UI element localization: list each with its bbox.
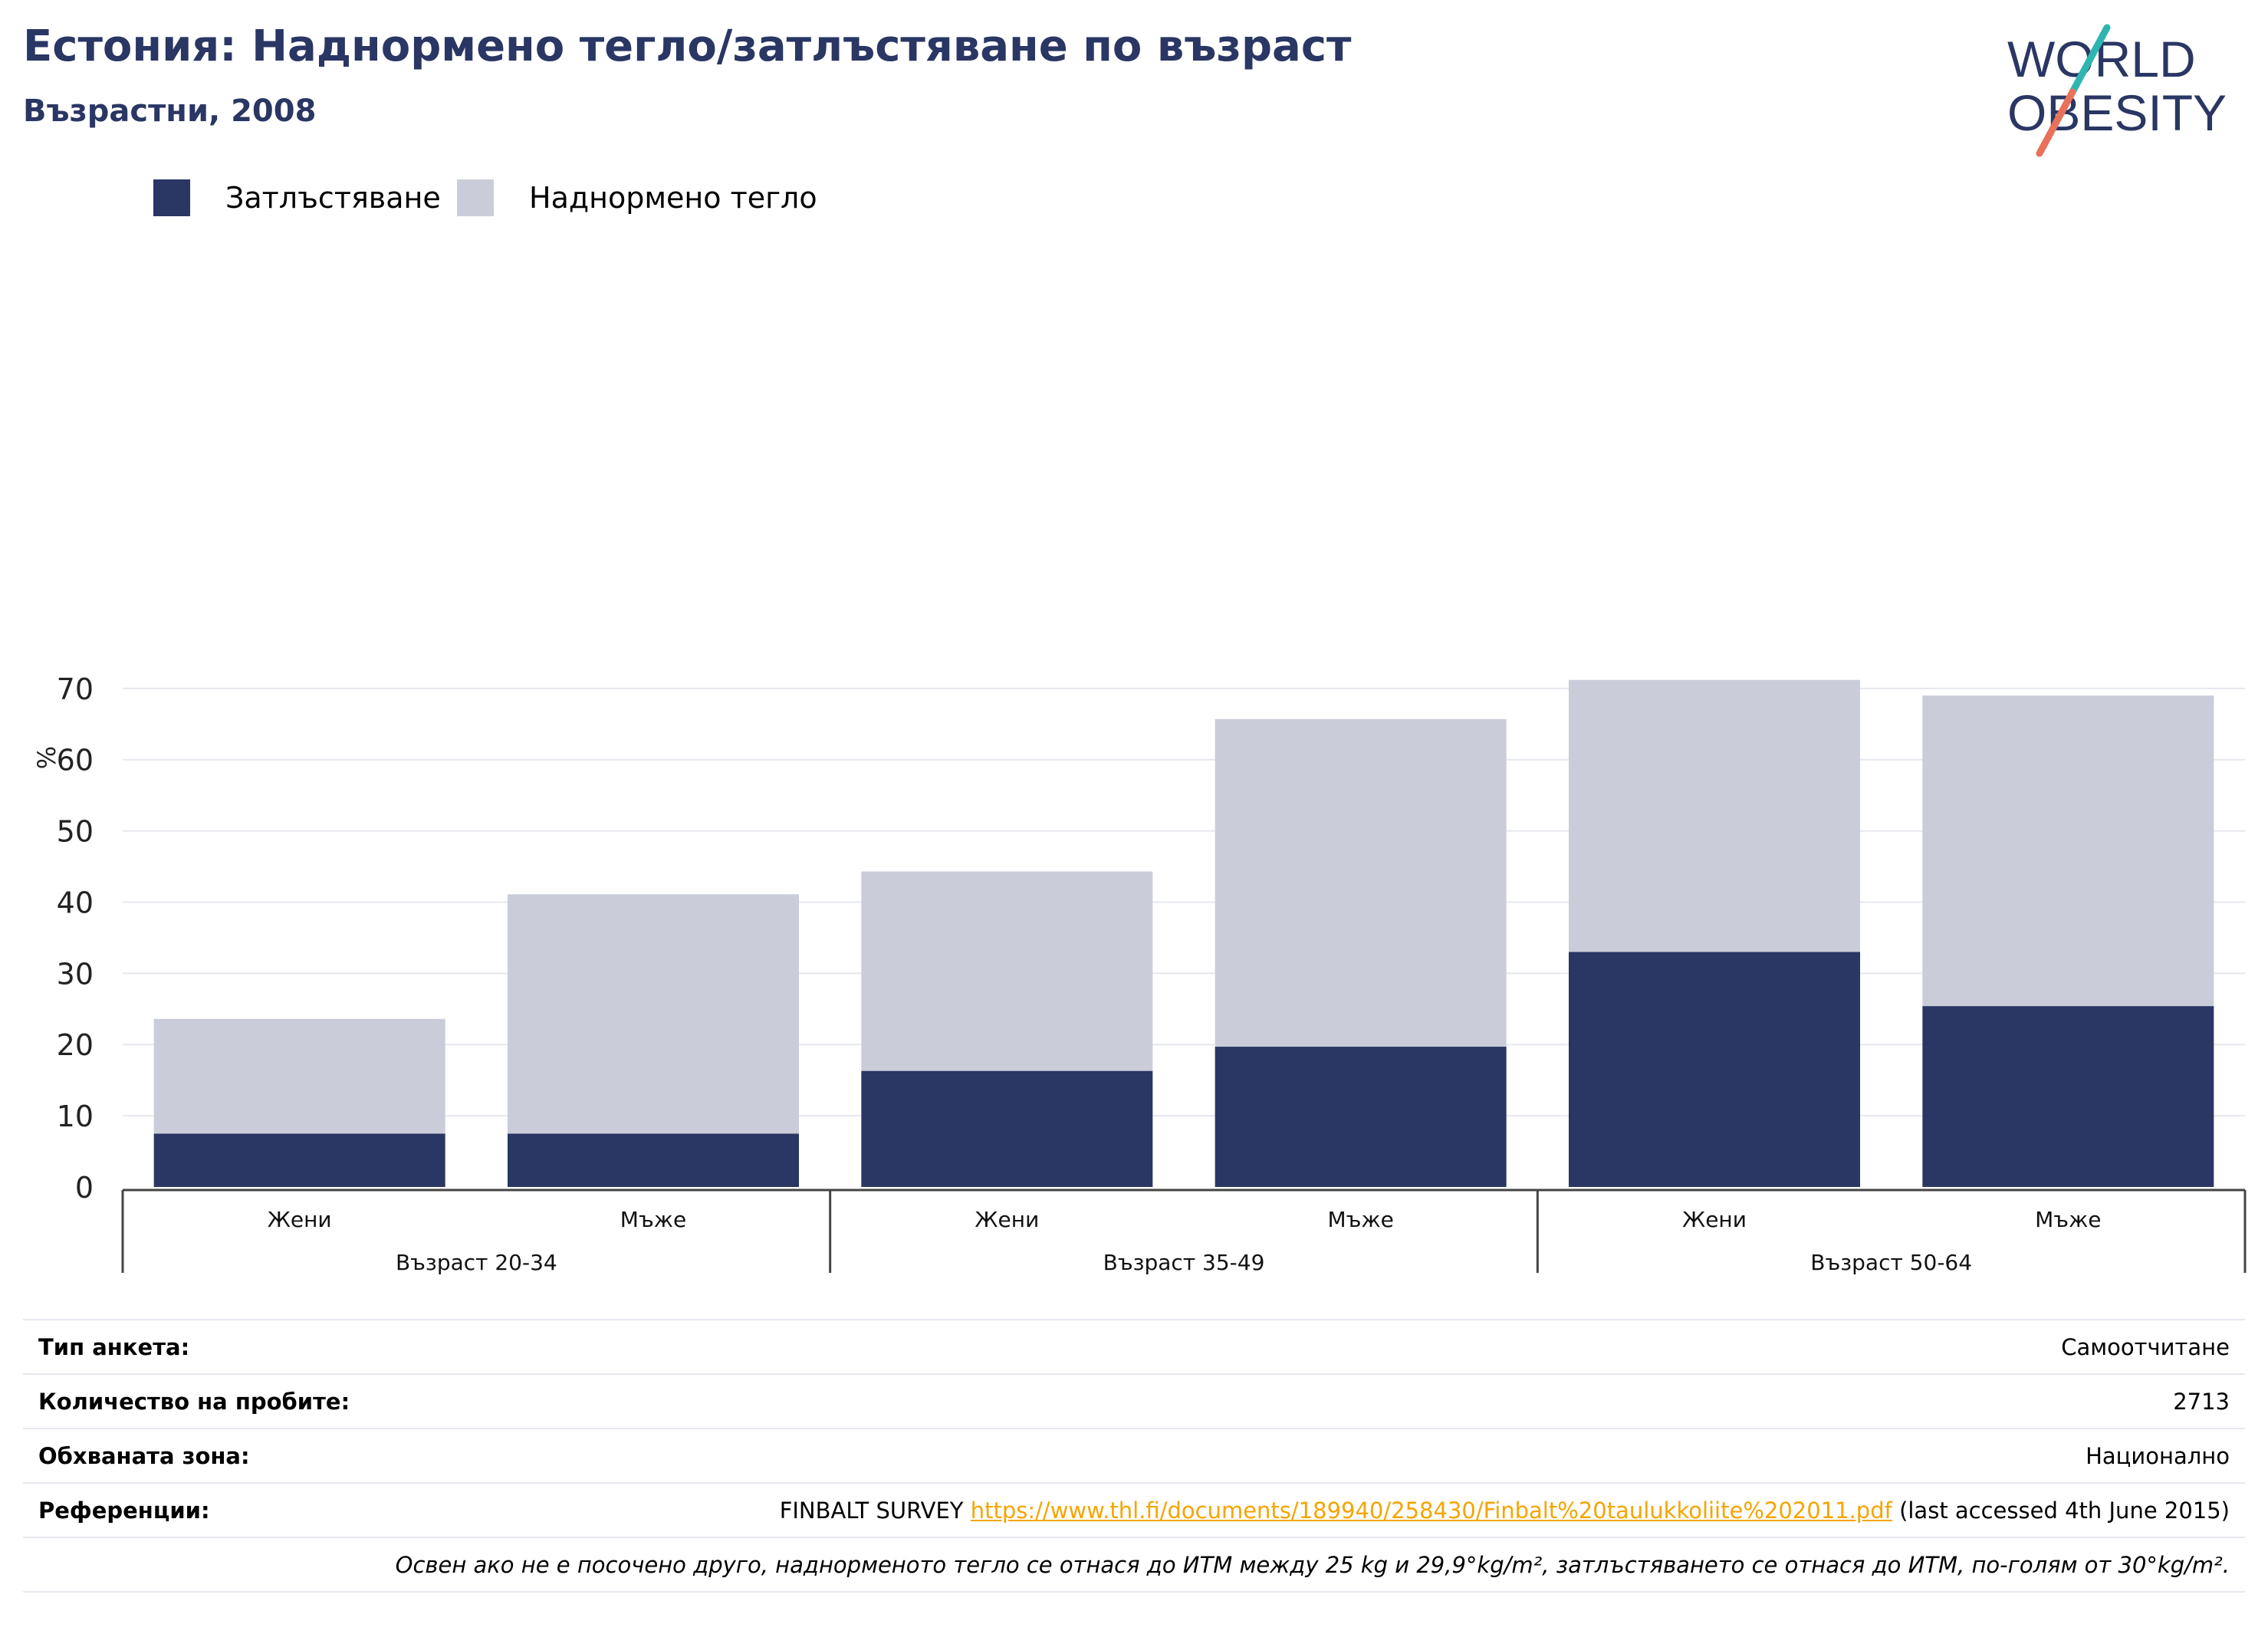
survey-type-value: Самоотчитане [439,1319,2245,1374]
y-axis-label: % [32,746,61,769]
x-tick-label: Мъже [2035,1207,2101,1232]
y-tick-label: 50 [57,815,94,849]
y-tick-label: 40 [57,886,94,919]
area-value: Национално [439,1428,2245,1483]
bar-overweight [1569,679,1860,952]
references-link[interactable]: https://www.thl.fi/documents/189940/2584… [970,1497,1892,1524]
references-value: FINBALT SURVEY https://www.thl.fi/docume… [439,1482,2245,1537]
group-label: Възраст 20-34 [396,1250,557,1275]
references-prefix: FINBALT SURVEY [779,1497,964,1524]
bar-overweight [861,871,1153,1071]
x-tick-label: Жени [268,1207,332,1232]
y-tick-label: 10 [57,1100,94,1133]
x-tick-label: Жени [975,1207,1039,1232]
bar-chart: 0 10 20 30 40 50 60 70% Жени Мъже Жени Мъже Жени Мъже… [32,672,2247,1275]
x-tick-label: Мъже [620,1207,686,1232]
y-tick-label: 70 [57,672,94,706]
bar-overweight [508,894,799,1134]
legend-item-obesity[interactable]: Затлъстяване [153,175,441,221]
x-tick-label: Мъже [1327,1207,1393,1232]
y-tick-label: 20 [57,1028,94,1062]
world-obesity-logo: WORLD OBESITY [2007,24,2227,157]
info-row-references: Референции: FINBALT SURVEY https://www.t… [23,1482,2245,1537]
bar-obesity [1922,1006,2214,1187]
survey-info-table: Тип анкета: Самоотчитане Количество на п… [23,1319,2245,1593]
logo-coral-stroke [2036,88,2076,157]
x-tick-label: Жени [1682,1207,1747,1232]
sample-size-value: 2713 [439,1373,2245,1429]
area-label: Обхваната зона: [23,1428,440,1483]
info-row-note: Освен ако не е посочено друго, наднормен… [23,1537,2245,1593]
bar-overweight [1922,695,2214,1007]
group-label: Възраст 35-49 [1103,1250,1265,1275]
y-tick-label: 0 [75,1171,94,1205]
logo-word-obesity: OBESITY [2007,84,2227,141]
sample-size-label: Количество на пробите: [23,1373,440,1429]
bar-obesity [1569,952,1860,1187]
legend-label-overweight: Наднормено тегло [529,181,817,215]
bar-overweight [1215,718,1507,1047]
bar-obesity [861,1070,1153,1187]
y-tick-label: 30 [57,957,94,991]
info-row-survey-type: Тип анкета: Самоотчитане [23,1319,2245,1374]
references-label: Референции: [23,1482,440,1537]
chart-subtitle: Възрастни, 2008 [23,94,317,129]
info-row-area: Обхваната зона: Национално [23,1428,2245,1483]
bar-obesity [153,1133,445,1187]
legend-item-overweight[interactable]: Наднормено тегло [457,175,817,221]
bar-obesity [1215,1047,1507,1187]
bar-overweight [153,1018,445,1134]
legend-label-obesity: Затлъстяване [225,181,441,215]
chart-title: Естония: Наднормено тегло/затлъстяване п… [23,21,1352,71]
survey-type-label: Тип анкета: [23,1319,440,1374]
legend-swatch-obesity [153,179,190,216]
info-row-sample-size: Количество на пробите: 2713 [23,1373,2245,1429]
references-suffix: (last accessed 4th June 2015) [1899,1497,2230,1524]
definition-note: Освен ако не е посочено друго, наднормен… [23,1537,2245,1593]
y-tick-label: 60 [57,744,94,778]
logo-teal-stroke [2069,24,2111,96]
group-label: Възраст 50-64 [1810,1250,1972,1275]
legend-swatch-overweight [457,179,494,216]
bar-obesity [508,1133,799,1187]
